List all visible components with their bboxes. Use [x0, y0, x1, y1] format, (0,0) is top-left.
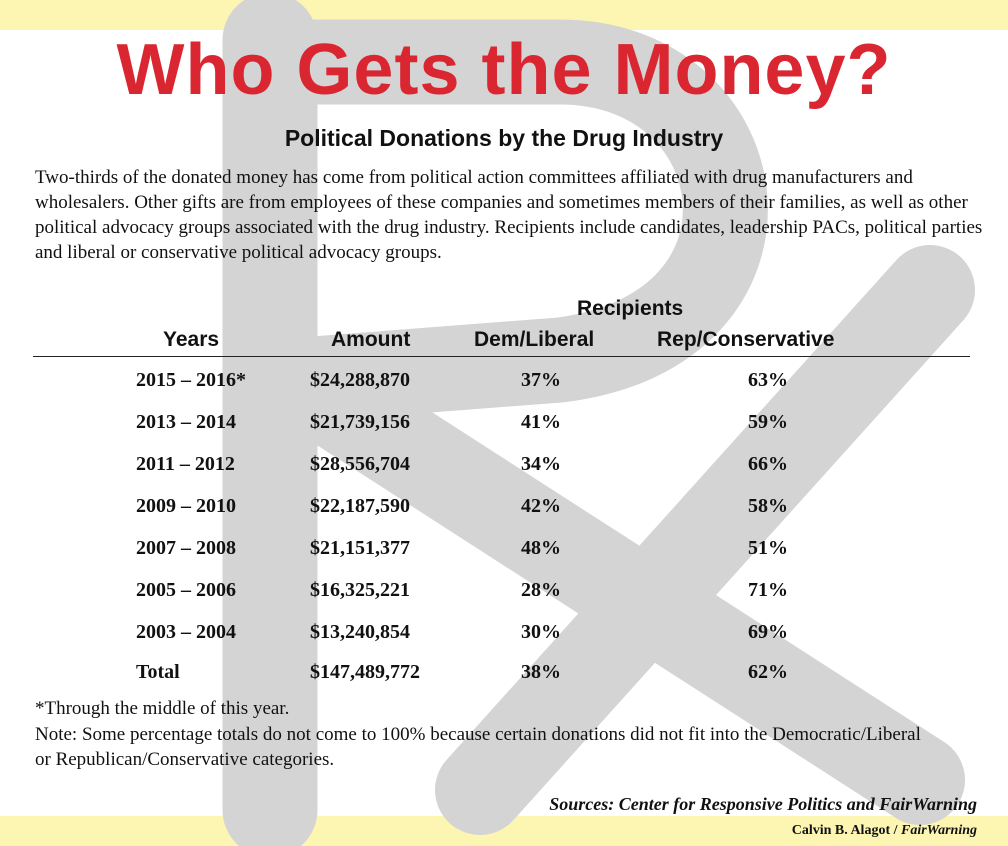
- row-rep-conservative: 51%: [748, 537, 788, 559]
- row-amount: $28,556,704: [310, 453, 410, 475]
- asterisk-footnote: *Through the middle of this year.: [35, 698, 290, 719]
- row-amount: $13,240,854: [310, 621, 410, 643]
- total-rep-conservative: 62%: [748, 661, 788, 683]
- row-rep-conservative: 69%: [748, 621, 788, 643]
- row-dem-liberal: 42%: [521, 495, 561, 517]
- sources-line: Sources: Center for Responsive Politics …: [549, 794, 977, 814]
- row-amount: $16,325,221: [310, 579, 410, 601]
- row-amount: $22,187,590: [310, 495, 410, 517]
- row-dem-liberal: 48%: [521, 537, 561, 559]
- row-years: 2003 – 2004: [136, 621, 236, 643]
- header-rule: [33, 356, 970, 357]
- row-rep-conservative: 66%: [748, 453, 788, 475]
- credit-line: Calvin B. Alagot / FairWarning: [620, 822, 977, 840]
- row-amount: $21,151,377: [310, 537, 410, 559]
- column-header-dem-liberal: Dem/Liberal: [474, 328, 595, 351]
- row-years: 2013 – 2014: [136, 411, 236, 433]
- row-amount: $21,739,156: [310, 411, 410, 433]
- row-rep-conservative: 58%: [748, 495, 788, 517]
- row-dem-liberal: 34%: [521, 453, 561, 475]
- row-years: 2011 – 2012: [136, 453, 235, 475]
- total-row: Total $147,489,772 38% 62%: [0, 660, 1008, 684]
- row-years: 2005 – 2006: [136, 579, 236, 601]
- total-dem-liberal: 38%: [521, 661, 561, 683]
- row-rep-conservative: 71%: [748, 579, 788, 601]
- row-amount: $24,288,870: [310, 369, 410, 391]
- row-rep-conservative: 59%: [748, 411, 788, 433]
- row-dem-liberal: 41%: [521, 411, 561, 433]
- page-subtitle: Political Donations by the Drug Industry: [284, 125, 724, 151]
- column-header-rep-conservative: Rep/Conservative: [657, 328, 835, 351]
- row-dem-liberal: 30%: [521, 621, 561, 643]
- row-years: 2009 – 2010: [136, 495, 236, 517]
- column-header-years: Years: [163, 328, 220, 351]
- row-dem-liberal: 28%: [521, 579, 561, 601]
- row-dem-liberal: 37%: [521, 369, 561, 391]
- column-header-amount: Amount: [331, 328, 411, 351]
- row-years: 2015 – 2016*: [136, 369, 246, 391]
- intro-paragraph: Two-thirds of the donated money has come…: [35, 167, 983, 263]
- row-rep-conservative: 63%: [748, 369, 788, 391]
- credit-outlet: FairWarning: [901, 823, 977, 838]
- total-label: Total: [136, 661, 180, 683]
- row-years: 2007 – 2008: [136, 537, 236, 559]
- page-title: Who Gets the Money?: [116, 30, 892, 110]
- recipients-group-header: Recipients: [577, 297, 684, 320]
- note-footnote: Note: Some percentage totals do not come…: [35, 724, 921, 770]
- credit-author: Calvin B. Alagot /: [791, 823, 901, 838]
- total-amount: $147,489,772: [310, 661, 420, 683]
